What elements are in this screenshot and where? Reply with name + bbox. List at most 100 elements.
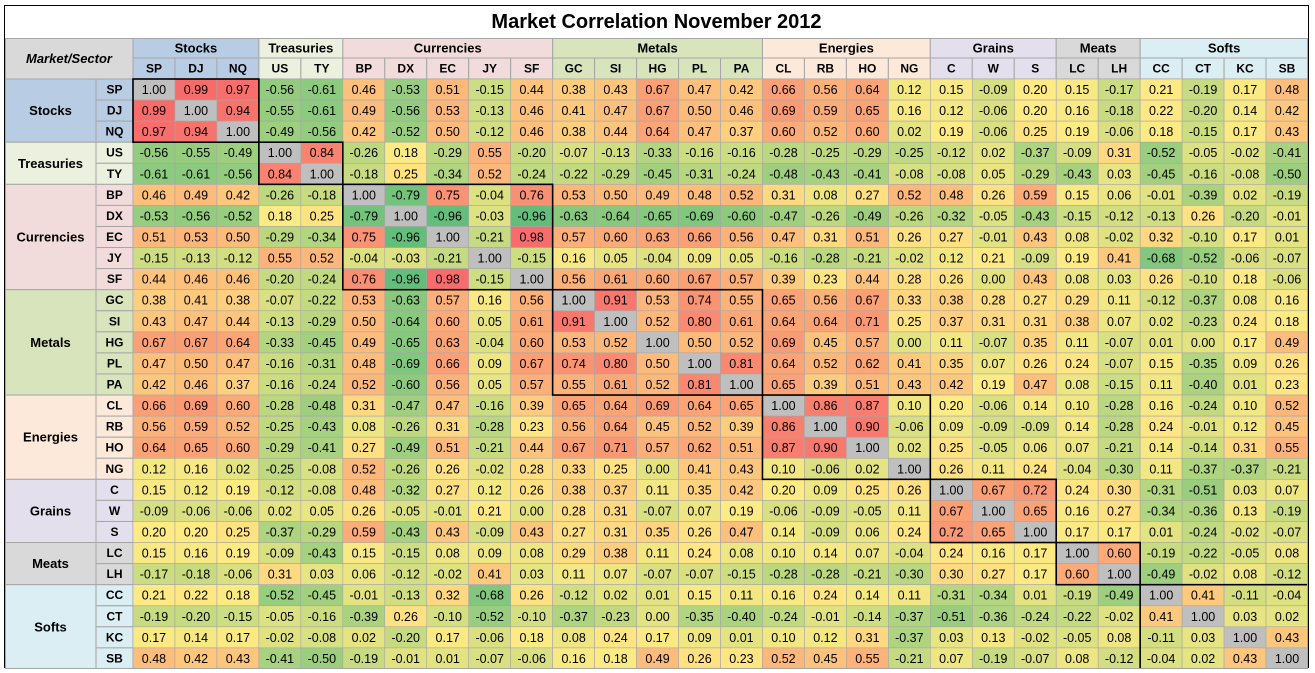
cell-value-w-nq: -0.06	[224, 504, 253, 518]
col-label-w: W	[988, 62, 1000, 76]
cell-value-hg-dj: 0.67	[184, 336, 208, 350]
cell-value-jy-w: 0.21	[981, 252, 1005, 266]
cell-value-jy-cc: -0.68	[1147, 252, 1176, 266]
cell-value-ng-w: 0.11	[982, 462, 1005, 476]
cell-value-lc-cc: -0.19	[1147, 547, 1176, 561]
cell-value-si-cl: 0.64	[771, 315, 795, 329]
cell-value-sf-cc: 0.26	[1149, 273, 1173, 287]
cell-value-bp-pa: 0.52	[729, 188, 753, 202]
cell-value-sp-rb: 0.56	[813, 83, 837, 97]
cell-value-ho-ho: 1.00	[855, 441, 879, 455]
cell-value-sb-bp: -0.19	[350, 652, 379, 666]
col-label-us: US	[272, 62, 289, 76]
cell-value-w-us: 0.02	[268, 504, 292, 518]
cell-value-ec-us: -0.29	[266, 231, 295, 245]
cell-value-lh-c: 0.30	[939, 568, 963, 582]
cell-value-rb-us: -0.25	[266, 420, 295, 434]
cell-value-ct-gc: -0.37	[559, 610, 588, 624]
cell-value-sp-sf: 0.44	[519, 83, 543, 97]
cell-value-us-rb: -0.25	[811, 146, 840, 160]
cell-value-c-c: 1.00	[939, 483, 963, 497]
chart-frame: Market Correlation November 2012 Market/…	[4, 5, 1309, 669]
cell-value-lc-jy: 0.09	[478, 547, 502, 561]
cell-value-ct-ct: 1.00	[1191, 610, 1215, 624]
cell-value-gc-cc: -0.12	[1147, 294, 1176, 308]
cell-value-gc-us: -0.07	[266, 294, 295, 308]
cell-value-kc-sp: 0.17	[142, 631, 166, 645]
cell-value-sb-nq: 0.43	[226, 652, 250, 666]
cell-value-sb-rb: 0.45	[813, 652, 837, 666]
cell-value-ty-w: 0.05	[981, 167, 1005, 181]
cell-value-ec-sf: 0.98	[519, 231, 543, 245]
row-label-ec: EC	[106, 230, 123, 244]
group-header-label-grains: Grains	[973, 41, 1014, 56]
cell-value-hg-ng: 0.00	[897, 336, 921, 350]
cell-value-cc-nq: 0.18	[226, 589, 250, 603]
cell-value-us-cc: -0.52	[1147, 146, 1176, 160]
cell-value-kc-dx: -0.20	[392, 631, 421, 645]
group-header-label-stocks: Stocks	[175, 41, 218, 56]
cell-value-ng-rb: -0.06	[811, 462, 840, 476]
cell-value-ty-lc: -0.43	[1063, 167, 1092, 181]
cell-value-ho-pl: 0.62	[687, 441, 711, 455]
cell-value-ng-sb: -0.21	[1273, 462, 1302, 476]
cell-value-gc-sp: 0.38	[142, 294, 166, 308]
cell-value-cl-kc: 0.10	[1233, 399, 1257, 413]
cell-value-gc-bp: 0.53	[352, 294, 376, 308]
cell-value-w-ty: 0.05	[310, 504, 334, 518]
cell-value-ec-w: -0.01	[979, 231, 1008, 245]
group-header-label-metals: Metals	[637, 41, 677, 56]
cell-value-bp-dx: -0.79	[392, 188, 421, 202]
cell-value-dj-us: -0.55	[266, 104, 295, 118]
cell-value-sp-ct: -0.19	[1189, 83, 1218, 97]
cell-value-pa-w: 0.19	[981, 378, 1005, 392]
cell-value-hg-si: 0.52	[603, 336, 627, 350]
cell-value-us-sf: -0.20	[517, 146, 546, 160]
cell-value-us-lc: -0.09	[1063, 146, 1092, 160]
cell-value-lc-dx: -0.15	[392, 547, 421, 561]
cell-value-nq-rb: 0.52	[813, 125, 837, 139]
cell-value-sp-ec: 0.51	[436, 83, 460, 97]
cell-value-kc-ho: 0.31	[855, 631, 879, 645]
cell-value-bp-bp: 1.00	[352, 188, 376, 202]
cell-value-sf-sb: -0.06	[1273, 273, 1302, 287]
cell-value-c-sp: 0.15	[142, 483, 166, 497]
cell-value-cc-si: 0.02	[603, 589, 627, 603]
cell-value-hg-sf: 0.60	[519, 336, 543, 350]
cell-value-jy-dj: -0.13	[182, 252, 211, 266]
cell-value-dx-cl: -0.47	[769, 209, 798, 223]
cell-value-ng-si: 0.25	[603, 462, 627, 476]
cell-value-ng-ec: 0.26	[436, 462, 460, 476]
cell-value-ct-ec: -0.10	[433, 610, 462, 624]
cell-value-c-jy: 0.12	[478, 483, 502, 497]
cell-value-us-ty: 0.84	[310, 146, 334, 160]
cell-value-kc-s: -0.02	[1021, 631, 1050, 645]
cell-value-s-rb: -0.09	[811, 526, 840, 540]
cell-value-dj-lc: 0.16	[1065, 104, 1089, 118]
group-header-label-treasuries: Treasuries	[268, 41, 333, 56]
cell-value-ct-pa: -0.40	[727, 610, 756, 624]
cell-value-gc-hg: 0.53	[645, 294, 669, 308]
cell-value-w-sf: 0.00	[519, 504, 543, 518]
cell-value-ty-nq: -0.56	[224, 167, 253, 181]
cell-value-si-dj: 0.47	[184, 315, 208, 329]
cell-value-pl-si: 0.80	[603, 357, 627, 371]
group-row-label-meats: Meats	[32, 556, 69, 571]
cell-value-ty-si: -0.29	[601, 167, 630, 181]
cell-value-dj-jy: -0.13	[475, 104, 504, 118]
cell-value-rb-pa: 0.39	[729, 420, 753, 434]
cell-value-dj-s: 0.20	[1023, 104, 1047, 118]
cell-value-ct-ho: -0.14	[853, 610, 882, 624]
cell-value-ty-ct: -0.16	[1189, 167, 1218, 181]
cell-value-sp-pa: 0.42	[729, 83, 753, 97]
row-label-w: W	[109, 504, 121, 518]
cell-value-sb-ct: 0.02	[1191, 652, 1215, 666]
cell-value-c-lh: 0.30	[1107, 483, 1131, 497]
col-label-ng: NG	[900, 62, 918, 76]
cell-value-bp-cl: 0.31	[771, 188, 795, 202]
cell-value-cl-cc: 0.16	[1149, 399, 1173, 413]
group-header-label-energies: Energies	[819, 41, 874, 56]
cell-value-ct-jy: -0.52	[475, 610, 504, 624]
cell-value-jy-lh: 0.41	[1107, 252, 1131, 266]
cell-value-nq-kc: 0.17	[1233, 125, 1257, 139]
